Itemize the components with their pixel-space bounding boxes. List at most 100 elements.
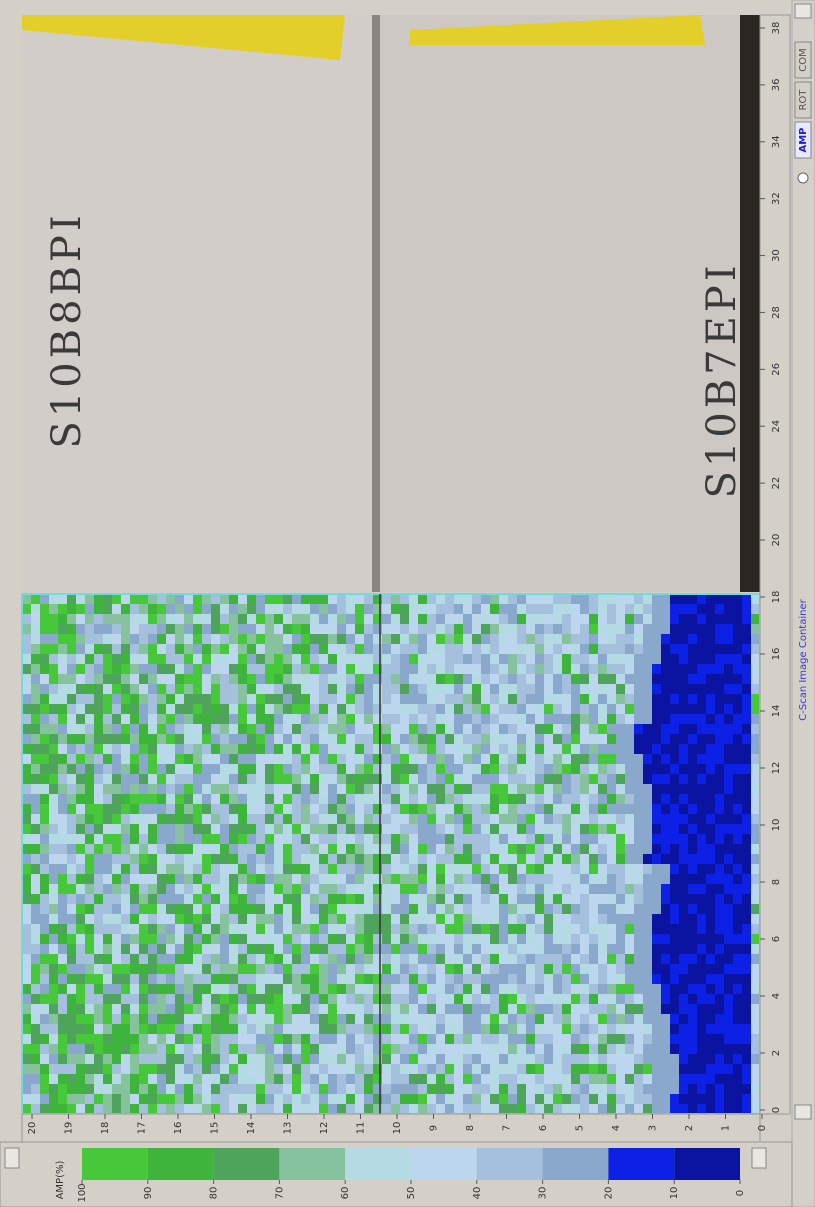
scan-cell xyxy=(121,904,130,914)
scan-cell xyxy=(76,1094,85,1104)
scroll-up[interactable] xyxy=(794,3,812,19)
y-tick-label: 24 xyxy=(771,420,782,433)
scan-cell xyxy=(679,594,688,604)
scan-cell xyxy=(553,694,562,704)
scan-cell xyxy=(742,774,751,784)
scan-cell xyxy=(400,1074,409,1084)
scan-cell xyxy=(706,774,715,784)
scan-cell xyxy=(220,814,229,824)
scan-cell xyxy=(130,864,139,874)
tab[interactable] xyxy=(794,121,812,159)
scan-cell xyxy=(652,614,661,624)
scan-cell xyxy=(661,764,670,774)
scan-cell xyxy=(301,974,310,984)
scan-cell xyxy=(58,994,67,1004)
scan-cell xyxy=(499,1104,508,1114)
scan-cell xyxy=(679,664,688,674)
scan-cell xyxy=(445,744,454,754)
scan-cell xyxy=(130,844,139,854)
scan-cell xyxy=(130,914,139,924)
scan-cell xyxy=(553,944,562,954)
scan-cell xyxy=(652,914,661,924)
scan-cell xyxy=(130,924,139,934)
scan-cell xyxy=(148,724,157,734)
scan-cell xyxy=(598,854,607,864)
scan-cell xyxy=(211,874,220,884)
scan-cell xyxy=(481,684,490,694)
scan-cell xyxy=(202,914,211,924)
scan-cell xyxy=(688,734,697,744)
scan-cell xyxy=(553,1084,562,1094)
scan-cell xyxy=(427,764,436,774)
legend-spinner[interactable] xyxy=(751,1147,767,1169)
scan-cell xyxy=(706,674,715,684)
scan-cell xyxy=(742,1044,751,1054)
scan-cell xyxy=(346,604,355,614)
scan-cell xyxy=(22,704,31,714)
scan-cell xyxy=(328,694,337,704)
scan-cell xyxy=(436,1054,445,1064)
tab[interactable] xyxy=(794,41,812,79)
scan-cell xyxy=(247,1034,256,1044)
scan-cell xyxy=(418,954,427,964)
tab[interactable] xyxy=(794,81,812,119)
scan-cell xyxy=(526,1064,535,1074)
legend-tick-label: 70 xyxy=(274,1187,285,1200)
scan-cell xyxy=(49,974,58,984)
scan-cell xyxy=(175,714,184,724)
scan-cell xyxy=(481,894,490,904)
scan-cell xyxy=(517,1084,526,1094)
scan-cell xyxy=(688,1034,697,1044)
scan-cell xyxy=(733,1014,742,1024)
scan-cell xyxy=(544,1084,553,1094)
scan-cell xyxy=(193,984,202,994)
scan-cell xyxy=(652,904,661,914)
scan-cell xyxy=(643,944,652,954)
scan-cell xyxy=(562,774,571,784)
scan-cell xyxy=(247,794,256,804)
scan-cell xyxy=(355,684,364,694)
scan-cell xyxy=(571,914,580,924)
legend-spinner[interactable] xyxy=(4,1147,20,1169)
scan-cell xyxy=(742,944,751,954)
scan-cell xyxy=(373,734,382,744)
scan-cell xyxy=(202,604,211,614)
scan-cell xyxy=(598,1034,607,1044)
scan-cell xyxy=(67,884,76,894)
scan-cell xyxy=(247,774,256,784)
scan-cell xyxy=(130,644,139,654)
scan-cell xyxy=(85,794,94,804)
scan-cell xyxy=(238,924,247,934)
scan-cell xyxy=(130,854,139,864)
scan-cell xyxy=(157,834,166,844)
scan-cell xyxy=(580,944,589,954)
scan-cell xyxy=(373,914,382,924)
scroll-down[interactable] xyxy=(794,1104,812,1120)
scan-cell xyxy=(418,864,427,874)
scan-cell xyxy=(526,804,535,814)
scan-cell xyxy=(265,1034,274,1044)
scan-cell xyxy=(31,784,40,794)
scan-cell xyxy=(526,874,535,884)
scan-cell xyxy=(472,644,481,654)
scan-cell xyxy=(679,634,688,644)
scan-cell xyxy=(301,744,310,754)
scan-cell xyxy=(139,654,148,664)
scan-cell xyxy=(355,834,364,844)
scan-cell xyxy=(499,834,508,844)
scan-cell xyxy=(733,744,742,754)
scan-cell xyxy=(589,664,598,674)
scan-cell xyxy=(598,874,607,884)
scan-cell xyxy=(121,1014,130,1024)
scan-cell xyxy=(103,624,112,634)
radio[interactable] xyxy=(797,172,809,184)
scan-cell xyxy=(310,744,319,754)
scan-cell xyxy=(157,1064,166,1074)
scan-cell xyxy=(751,614,760,624)
scan-cell xyxy=(31,924,40,934)
scan-cell xyxy=(463,604,472,614)
scan-cell xyxy=(373,934,382,944)
scan-cell xyxy=(625,964,634,974)
scan-cell xyxy=(742,684,751,694)
scan-cell xyxy=(229,994,238,1004)
